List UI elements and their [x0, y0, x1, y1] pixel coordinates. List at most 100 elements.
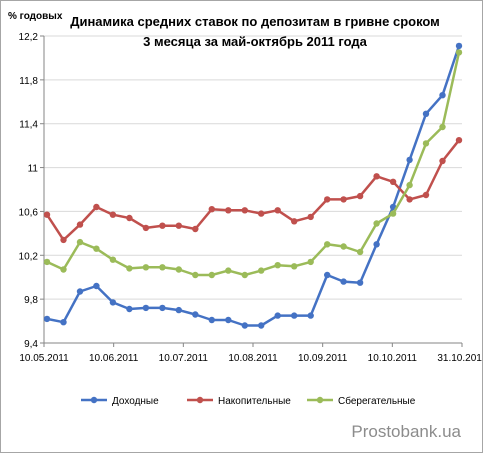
series-2-point [389, 178, 397, 185]
series-1-point [208, 316, 215, 324]
series-2-point [274, 207, 281, 214]
series-3-point [93, 245, 100, 252]
series-3-point [307, 258, 314, 266]
series-1-point [126, 305, 133, 313]
y-axis-unit-label: % годовых [8, 11, 63, 22]
series-3-point [373, 220, 380, 227]
series-1-point [422, 110, 430, 118]
grid-lines [44, 35, 462, 344]
x-tick-label: 10.10.2011 [368, 353, 418, 364]
series-2-point [324, 196, 331, 203]
y-tick-label: 11,4 [19, 120, 38, 131]
chart-title-line-2: 3 месяца за май-октябрь 2011 года [143, 34, 368, 49]
chart-title-line-1: Динамика средних ставок по депозитам в г… [70, 14, 440, 29]
y-tick-label: 9,4 [24, 339, 38, 350]
series-2-point [291, 218, 298, 225]
series-3-point [175, 266, 182, 273]
series-3-point [192, 271, 199, 279]
x-tick-label: 10.05.2011 [19, 353, 69, 364]
series-2-point [208, 206, 215, 213]
x-tick-label: 10.08.2011 [228, 353, 278, 364]
series-1-point [142, 304, 150, 312]
y-tick-label: 9,8 [24, 295, 38, 306]
series-1-point [109, 299, 117, 306]
series-3-point [422, 140, 430, 147]
legend-label-3: Сберегательные [338, 395, 416, 407]
series-3-point [208, 271, 215, 279]
series-3-point [76, 238, 84, 246]
series-3-point [225, 267, 232, 274]
series-2-point [340, 196, 347, 203]
series-2-point [406, 196, 413, 203]
series-1-point [439, 92, 446, 99]
watermark: Prostobank.ua [351, 422, 461, 441]
series-3-point [60, 266, 67, 273]
x-tick-label: 31.10.2011 [437, 353, 482, 364]
series-3-point [389, 210, 397, 217]
axes [40, 35, 463, 347]
series-1-point [76, 288, 84, 295]
series-1-point [340, 278, 347, 285]
x-tick-label: 10.09.2011 [298, 353, 348, 364]
series-1-point [455, 42, 463, 50]
series-3-point [258, 267, 265, 274]
series-2-point [455, 137, 463, 144]
legend-label-2: Накопительные [218, 396, 291, 407]
series-1-point [60, 319, 67, 326]
series-1-point [373, 241, 380, 248]
series-3-point [324, 241, 331, 248]
series-3-point [406, 181, 413, 189]
series-3-point [159, 264, 166, 271]
series-1-point [93, 282, 100, 290]
series-3-point [43, 258, 51, 266]
series-2-point [373, 173, 380, 180]
y-tick-label: 11,8 [19, 76, 38, 87]
series-2-point [439, 157, 446, 165]
series-3-point [109, 256, 117, 263]
series-2-point [258, 210, 265, 217]
series-3-point [126, 265, 133, 272]
legend: Доходные Накопительные Сберегательные [81, 395, 416, 407]
series-2-point [356, 192, 364, 200]
series-2-point [241, 207, 248, 214]
series-2-point [43, 211, 51, 218]
legend-label-1: Доходные [112, 396, 159, 407]
series-1-point [192, 311, 199, 318]
series-2-point [60, 236, 67, 244]
series-2-point [76, 221, 84, 228]
x-tick-label: 10.06.2011 [89, 353, 139, 364]
series-2-point [422, 191, 430, 199]
series-1-point [43, 315, 51, 323]
series-2-point [109, 211, 117, 218]
series-2-point [307, 213, 314, 221]
series-3-point [241, 271, 248, 279]
series-2-point [192, 225, 199, 233]
series-3-point [274, 262, 281, 269]
series-line-2 [45, 139, 460, 242]
series-3-point [291, 263, 298, 270]
series-3-point [455, 49, 463, 56]
series-2-point [175, 222, 182, 229]
series-1-point [225, 316, 232, 324]
axis-labels: 9,4 9,8 10,2 10,6 11 11,4 11,8 12,2 10.05.2011 10… [19, 32, 483, 364]
series-1-point [159, 304, 166, 312]
series-1-point [307, 312, 314, 319]
series-1-point [356, 279, 364, 286]
y-tick-label: 11 [28, 164, 39, 175]
series-1-point [258, 322, 265, 329]
legend-marker-2 [196, 396, 204, 404]
series-2-point [142, 224, 150, 232]
series-1-point [175, 306, 182, 314]
series-1-point [291, 312, 298, 319]
series-2-point [126, 214, 133, 222]
series-2-point [93, 203, 100, 211]
series-3-point [142, 264, 150, 271]
series-1-point [406, 156, 413, 164]
x-tick-label: 10.07.2011 [159, 353, 209, 364]
legend-marker-1 [90, 396, 98, 404]
y-tick-label: 12,2 [19, 32, 39, 43]
series-lines [43, 42, 463, 329]
legend-marker-3 [316, 396, 324, 404]
